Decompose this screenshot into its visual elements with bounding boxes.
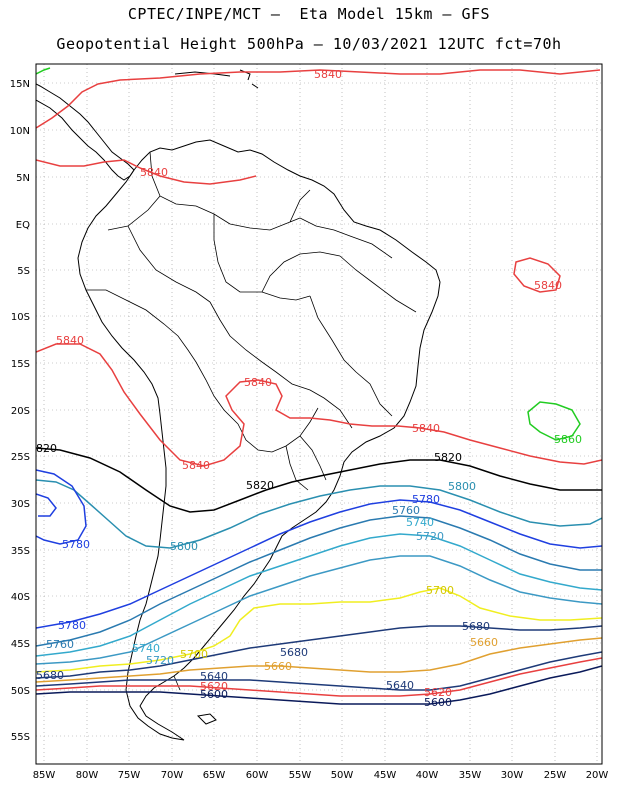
lat-label: 15S: [11, 359, 30, 370]
contour-5760: [36, 515, 602, 647]
falkland-islands: [196, 713, 217, 725]
label-5600: 5600: [424, 696, 452, 709]
lon-label: 25W: [544, 770, 567, 781]
lon-label: 65W: [203, 770, 226, 781]
lat-label: 45S: [11, 639, 30, 650]
label-5680: 5680: [462, 620, 490, 633]
contour-5620: [36, 657, 602, 697]
lat-label: EQ: [16, 220, 30, 231]
label-5840: 5840: [56, 334, 84, 347]
lat-label: 5S: [17, 266, 30, 277]
map-frame: [35, 63, 603, 765]
contour-5840-north: [36, 69, 601, 129]
contour-5680: [36, 625, 602, 679]
label-5660: 5660: [264, 660, 292, 673]
lat-label: 30S: [11, 499, 30, 510]
lon-label: 30W: [501, 770, 524, 781]
lat-label: 35S: [11, 546, 30, 557]
lon-label: 85W: [33, 770, 56, 781]
label-5700: 5700: [426, 584, 454, 597]
label-5780: 5780: [58, 619, 86, 632]
contours: [36, 67, 602, 705]
contour-labels: 5840 5840 5840 5840 5840 5840 5840 5860 …: [36, 68, 582, 709]
lat-label: 5N: [16, 173, 30, 184]
label-5720: 5720: [146, 654, 174, 667]
label-5800: 5800: [170, 540, 198, 553]
label-5840: 5840: [182, 459, 210, 472]
contour-5780: [36, 469, 87, 545]
label-5760: 5760: [392, 504, 420, 517]
label-5740: 5740: [132, 642, 160, 655]
contour-5800: [36, 479, 602, 549]
title-line-1: CPTEC/INPE/MCT – Eta Model 15km – GFS: [127, 5, 491, 23]
lon-label: 20W: [586, 770, 609, 781]
lon-label: 80W: [76, 770, 99, 781]
contour-5780-ring: [36, 493, 57, 517]
longitude-labels: 85W 80W 75W 70W 65W 60W 55W 50W 45W 40W …: [33, 770, 609, 781]
label-5620: 5620: [424, 686, 452, 699]
contour-5700: [36, 587, 602, 673]
label-5840: 5840: [314, 68, 342, 81]
contour-5660: [36, 637, 602, 683]
lon-label: 55W: [289, 770, 312, 781]
label-5820: 5820: [434, 451, 462, 464]
contour-5640: [36, 651, 602, 691]
lon-label: 45W: [374, 770, 397, 781]
label-5600: 5600: [200, 688, 228, 701]
label-5640: 5640: [386, 679, 414, 692]
south-america-outline: [77, 139, 441, 741]
coastlines: [36, 69, 441, 741]
label-5700: 5700: [180, 648, 208, 661]
label-5820: 5820: [246, 479, 274, 492]
label-5740: 5740: [406, 516, 434, 529]
contour-5740: [36, 533, 602, 657]
contour-5820: [36, 447, 602, 513]
lon-label: 50W: [331, 770, 354, 781]
lat-label: 55S: [11, 732, 30, 743]
label-5840: 5840: [534, 279, 562, 292]
lat-label: 25S: [11, 452, 30, 463]
title-line-2: Geopotential Height 500hPa – 10/03/2021 …: [56, 35, 562, 53]
contour-5840-west: [36, 343, 602, 467]
contour-5840-mid: [36, 159, 257, 185]
lat-label: 50S: [11, 686, 30, 697]
label-5840: 5840: [140, 166, 168, 179]
contour-5600: [36, 665, 602, 705]
lat-label: 15N: [10, 79, 30, 90]
label-5660: 5660: [470, 636, 498, 649]
lat-label: 10N: [10, 126, 30, 137]
label-5840: 5840: [244, 376, 272, 389]
lat-label: 40S: [11, 592, 30, 603]
label-5760: 5760: [46, 638, 74, 651]
graticule: [36, 64, 602, 764]
label-5860: 5860: [554, 433, 582, 446]
lon-label: 75W: [118, 770, 141, 781]
lon-label: 70W: [161, 770, 184, 781]
label-5840: 5840: [412, 422, 440, 435]
label-5680: 5680: [280, 646, 308, 659]
contour-5720: [36, 555, 602, 665]
label-5720: 5720: [416, 530, 444, 543]
lon-label: 40W: [416, 770, 439, 781]
country-borders: [86, 151, 417, 691]
label-5620: 5620: [200, 680, 228, 693]
latitude-labels: 15N 10N 5N EQ 5S 10S 15S 20S 25S 30S 35S…: [10, 79, 30, 743]
label-5820: 820: [36, 442, 57, 455]
label-5800: 5800: [448, 480, 476, 493]
contour-5840-east-ring: [513, 257, 561, 293]
label-5680: 5680: [36, 669, 64, 682]
lon-label: 35W: [459, 770, 482, 781]
lat-label: 20S: [11, 406, 30, 417]
label-5640: 5640: [200, 670, 228, 683]
contour-5780-south: [36, 499, 602, 629]
contour-5860-top: [36, 67, 51, 75]
label-5780: 5780: [412, 493, 440, 506]
lon-label: 60W: [246, 770, 269, 781]
contour-5860: [527, 401, 581, 441]
lat-label: 10S: [11, 312, 30, 323]
label-5780: 5780: [62, 538, 90, 551]
